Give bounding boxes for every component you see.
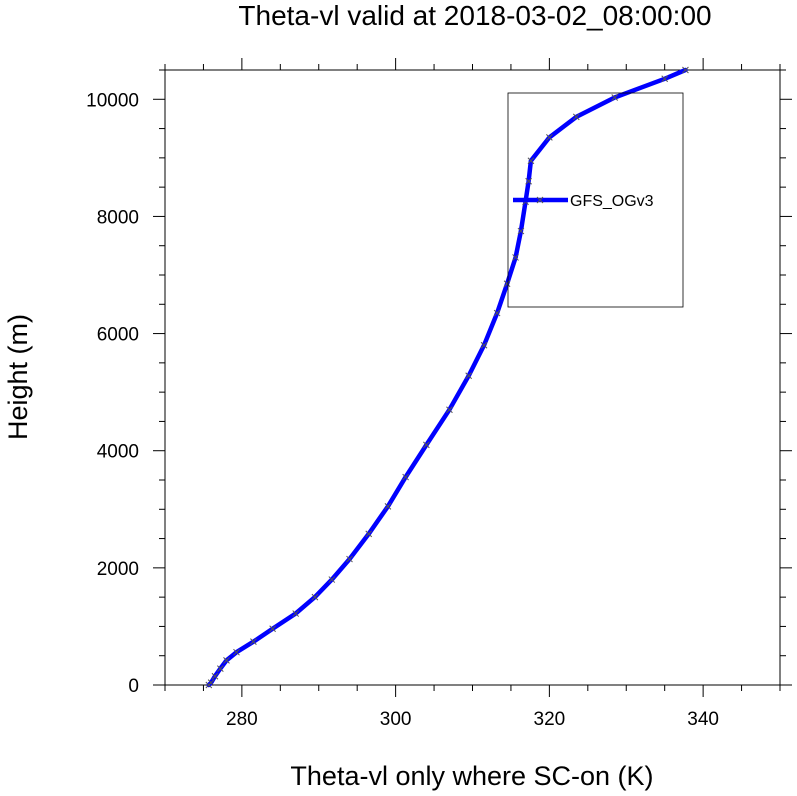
data-point	[346, 555, 353, 563]
legend: GFS_OGv3	[507, 92, 684, 308]
data-point	[525, 177, 532, 185]
y-tick-label: 0	[128, 676, 139, 697]
data-point	[611, 94, 619, 101]
data-point	[365, 530, 373, 538]
series-line	[206, 67, 688, 688]
data-point	[517, 227, 525, 235]
data-point	[402, 473, 409, 481]
plot-area	[164, 69, 781, 686]
data-point	[661, 75, 669, 83]
data-point	[480, 341, 488, 349]
data-point	[503, 280, 511, 288]
data-point	[512, 254, 519, 261]
x-tick-label: 280	[226, 709, 258, 730]
y-tick-label: 6000	[97, 325, 139, 346]
plot-frame	[164, 69, 781, 686]
axis-ticks: 280 300 320 340 0 2000 4000 6000 8000 10000	[86, 58, 792, 730]
data-point	[269, 625, 276, 633]
x-axis-label: Theta-vl only where SC-on (K)	[290, 761, 653, 791]
data-point	[311, 593, 319, 601]
data-point	[546, 134, 553, 141]
data-point	[207, 679, 215, 687]
y-axis-label: Height (m)	[3, 314, 33, 440]
chart-title: Theta-vl valid at 2018-03-02_08:00:00	[238, 0, 711, 31]
legend-marker	[536, 196, 544, 204]
legend-box	[507, 92, 684, 308]
data-point	[250, 638, 257, 646]
data-point	[493, 309, 501, 317]
data-point	[211, 672, 219, 680]
data-point	[328, 576, 336, 583]
x-tick-label: 300	[380, 709, 412, 730]
data-point	[233, 648, 240, 656]
data-series	[205, 66, 689, 689]
data-point	[216, 665, 224, 672]
x-tick-label: 340	[687, 709, 719, 730]
data-point	[423, 441, 430, 449]
data-point	[384, 503, 392, 510]
data-point	[223, 657, 230, 664]
data-point	[682, 66, 689, 74]
y-tick-label: 8000	[97, 207, 139, 228]
data-point	[292, 610, 300, 617]
y-tick-label: 4000	[97, 442, 139, 463]
data-point	[527, 157, 535, 165]
y-tick-label: 2000	[97, 559, 139, 580]
y-tick-label: 10000	[86, 90, 139, 111]
data-point	[572, 113, 580, 121]
data-point	[446, 406, 453, 414]
data-point	[465, 372, 473, 380]
legend-label: GFS_OGv3	[570, 193, 654, 210]
x-tick-label: 320	[534, 709, 566, 730]
